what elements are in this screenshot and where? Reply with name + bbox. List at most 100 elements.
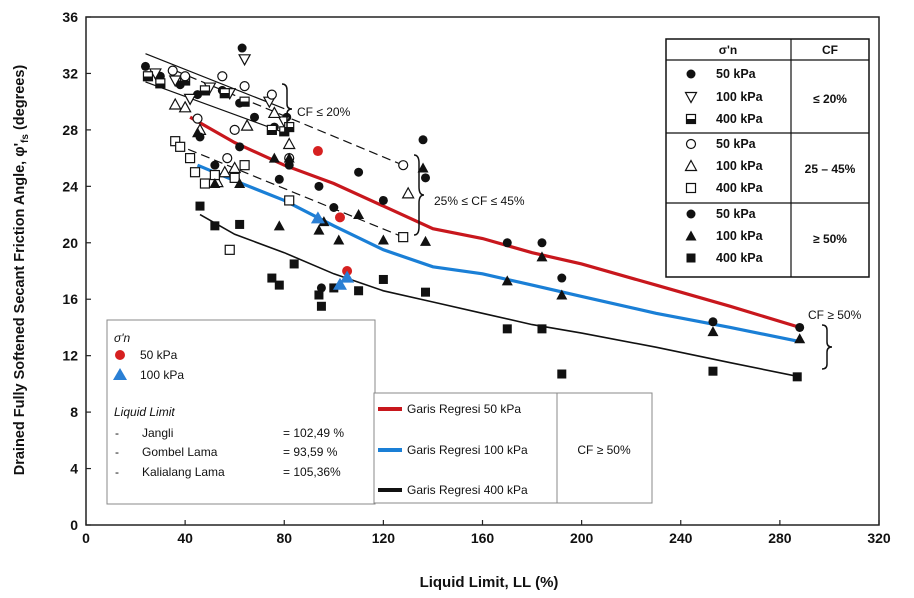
x-tick-label-3: 120 <box>372 530 396 546</box>
point-s7-16 <box>707 326 719 337</box>
legend-row-marker-6 <box>686 209 696 219</box>
brace-cf-le-20 <box>281 83 293 135</box>
point-s3-9 <box>398 160 409 171</box>
point-s8-0 <box>195 201 205 211</box>
legend-local-dash-1: - <box>115 426 119 440</box>
y-axis-title: Drained Fully Softened Secant Friction A… <box>12 65 31 476</box>
point-s4-4 <box>218 165 232 178</box>
legend-local-item-100: 100 kPa <box>140 368 184 382</box>
annotation-cf-le-20: CF ≤ 20% <box>297 105 351 119</box>
legend-row-label-3: 50 kPa <box>716 137 757 151</box>
brace-cf-ge-50 <box>821 324 833 370</box>
legend-row-marker-3 <box>685 138 697 150</box>
point-s7-17 <box>794 333 806 344</box>
point-s3-4 <box>222 153 233 164</box>
point-s6-10 <box>418 135 428 145</box>
point-s8-1 <box>210 221 220 231</box>
point-s8-12 <box>502 324 512 334</box>
legend-row-marker-4 <box>684 159 698 172</box>
point-s2-6 <box>266 124 277 135</box>
legend-row-label-7: 100 kPa <box>716 229 764 243</box>
point-s7-15 <box>556 289 568 300</box>
point-s0-6 <box>250 112 260 122</box>
legend-reg-50: Garis Regresi 50 kPa <box>407 402 521 416</box>
point-s3-1 <box>180 71 191 82</box>
legend-row-label-1: 100 kPa <box>716 90 764 104</box>
point-s7-12 <box>420 235 432 246</box>
point-s7-5 <box>283 152 295 163</box>
point-s8-10 <box>378 274 388 284</box>
legend-header-cf: CF <box>822 43 838 57</box>
regression-line-2 <box>199 213 800 378</box>
point-s4-8 <box>282 137 296 150</box>
legend-row-marker-8 <box>686 253 696 263</box>
point-s10-0 <box>310 211 325 224</box>
legend-row-marker-1 <box>684 91 698 104</box>
point-s2-1 <box>155 78 166 89</box>
y-tick-label-4: 16 <box>62 291 78 307</box>
point-s6-11 <box>421 173 431 183</box>
point-s8-6 <box>314 290 324 300</box>
point-s6-12 <box>502 238 512 248</box>
bound-line-4 <box>145 81 285 134</box>
point-s9-0 <box>312 146 323 157</box>
point-s6-8 <box>354 167 364 177</box>
point-s6-6 <box>316 283 326 293</box>
data-points <box>140 43 806 382</box>
point-s2-5 <box>239 96 250 107</box>
y-tick-label-6: 24 <box>62 178 78 194</box>
point-s2-0 <box>142 71 154 82</box>
point-s7-7 <box>318 216 330 227</box>
y-tick-label-5: 20 <box>62 235 78 251</box>
point-s1-5 <box>238 54 252 67</box>
point-s6-2 <box>235 142 245 152</box>
point-s5-7 <box>239 160 250 171</box>
x-tick-label-7: 280 <box>768 530 792 546</box>
legend-cf-group-1: ≤ 20% <box>813 92 847 106</box>
legend-reg-100: Garis Regresi 100 kPa <box>407 443 528 457</box>
point-s8-16 <box>792 372 802 382</box>
y-tick-label-0: 0 <box>70 517 78 533</box>
legend-local-value-2: = 93,59 % <box>283 445 338 459</box>
point-s7-1 <box>209 178 221 189</box>
point-s3-0 <box>167 65 178 76</box>
point-s5-8 <box>224 244 235 255</box>
legend-row-label-8: 400 kPa <box>716 251 764 265</box>
point-s8-8 <box>329 283 339 293</box>
legend-local-blue-marker <box>113 368 127 380</box>
y-tick-label-3: 12 <box>62 348 78 364</box>
point-s4-6 <box>240 118 254 131</box>
point-s5-10 <box>398 232 409 243</box>
point-s3-6 <box>239 81 250 92</box>
point-s4-7 <box>267 106 281 119</box>
legend-row-marker-2 <box>685 113 697 125</box>
bound-line-3 <box>145 53 285 110</box>
point-s4-9 <box>401 186 415 199</box>
legend-local-value-3: = 105,36% <box>283 465 341 479</box>
point-s8-13 <box>537 324 547 334</box>
legend-row-marker-0 <box>686 69 696 79</box>
point-s4-1 <box>178 100 192 113</box>
point-s8-4 <box>274 280 284 290</box>
point-s9-1 <box>334 212 345 223</box>
point-s7-4 <box>273 220 285 231</box>
point-s8-7 <box>316 301 326 311</box>
point-s7-13 <box>501 275 513 286</box>
point-s7-11 <box>417 162 429 173</box>
point-s6-13 <box>537 238 547 248</box>
point-s6-9 <box>378 195 388 205</box>
point-s7-8 <box>333 234 345 245</box>
point-s7-6 <box>313 224 325 235</box>
legend-local-dash-2: - <box>115 445 119 459</box>
legend-local-value-1: = 102,49 % <box>283 426 344 440</box>
x-axis-title: Liquid Limit, LL (%) <box>420 574 559 591</box>
brace-cf-25-45 <box>413 154 425 236</box>
legend-local-sigma: σ'n <box>114 331 131 345</box>
annotation-cf-25-45: 25% ≤ CF ≤ 45% <box>434 194 525 208</box>
point-s7-9 <box>353 209 365 220</box>
legend-local-name-2: Gombel Lama <box>142 445 218 459</box>
legend-cf-group-3: ≥ 50% <box>813 232 847 246</box>
point-s5-3 <box>189 167 201 178</box>
point-s3-2 <box>192 113 203 124</box>
